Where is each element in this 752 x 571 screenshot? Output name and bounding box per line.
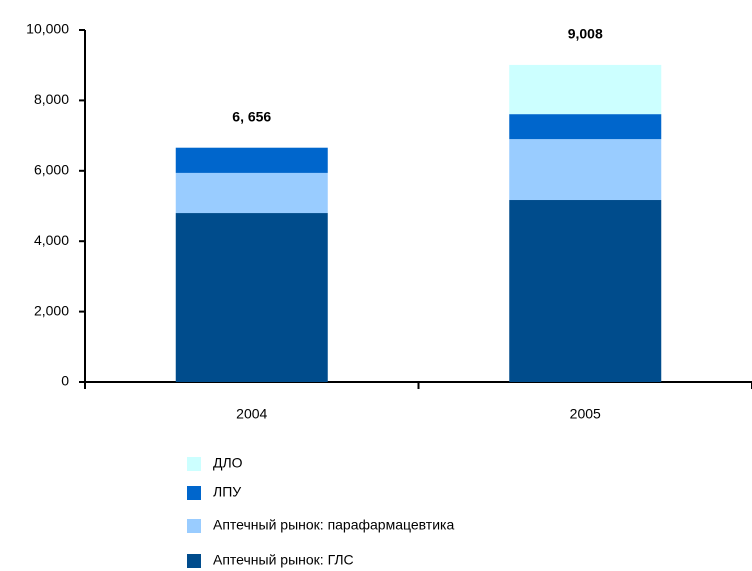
- y-tick-label: 8,000: [34, 91, 69, 107]
- legend-swatch: [187, 519, 201, 533]
- bar-segment: [175, 213, 328, 382]
- legend-label: Аптечный рынок: парафармацевтика: [213, 517, 454, 533]
- legend-swatch: [187, 554, 201, 568]
- bar-segment: [509, 64, 662, 115]
- legend-swatch: [187, 457, 201, 471]
- y-tick-label: 4,000: [34, 232, 69, 248]
- total-label: 6, 656: [232, 108, 271, 124]
- legend-swatch: [187, 486, 201, 500]
- y-tick-label: 6,000: [34, 162, 69, 178]
- x-tick-label: 2005: [570, 406, 601, 422]
- bar-segment: [509, 114, 662, 140]
- legend-label: ДЛО: [213, 455, 243, 471]
- y-tick-label: 0: [61, 373, 69, 389]
- y-tick-label: 2,000: [34, 302, 69, 318]
- y-tick-label: 10,000: [26, 21, 69, 37]
- bar-segment: [509, 200, 662, 382]
- bar-segment: [175, 147, 328, 173]
- total-label: 9,008: [568, 26, 603, 42]
- legend-label: ЛПУ: [213, 484, 241, 500]
- bar-segment: [175, 172, 328, 214]
- bar-segment: [509, 139, 662, 201]
- legend-label: Аптечный рынок: ГЛС: [213, 552, 354, 568]
- x-tick-label: 2004: [236, 406, 267, 422]
